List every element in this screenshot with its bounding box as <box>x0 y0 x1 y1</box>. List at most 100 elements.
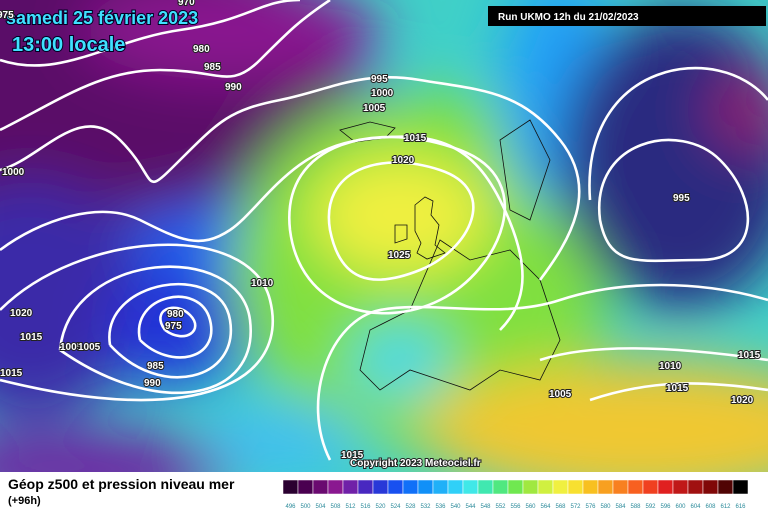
isobar-label: 1005 <box>78 342 101 353</box>
isobar-label: 980 <box>167 309 184 320</box>
legend-swatch <box>387 479 404 495</box>
legend-label: 536 <box>435 504 446 510</box>
legend-swatch <box>552 479 569 495</box>
isobar-label: 1015 <box>341 450 364 461</box>
copyright: Copyright 2023 Meteociel.fr <box>350 458 481 469</box>
legend-swatch <box>342 479 359 495</box>
footer-title: Géop z500 et pression niveau mer <box>8 476 235 492</box>
legend-label: 548 <box>480 504 491 510</box>
isobar-label: 1010 <box>251 278 274 289</box>
legend-swatch <box>327 479 344 495</box>
legend-swatch <box>657 479 674 495</box>
legend-swatch <box>402 479 419 495</box>
legend-swatch <box>357 479 374 495</box>
isobar-label: 1020 <box>392 155 415 166</box>
legend-swatch <box>522 479 539 495</box>
isobar-label: 1000 <box>2 167 25 178</box>
legend-swatch <box>627 479 644 495</box>
run-label: Run UKMO 12h du 21/02/2023 <box>498 12 639 23</box>
legend-label: 496 <box>285 504 296 510</box>
footer-lead: (+96h) <box>8 495 41 507</box>
legend-swatch <box>597 479 614 495</box>
legend-swatch <box>582 479 599 495</box>
legend-label: 552 <box>495 504 506 510</box>
legend-swatch <box>717 479 734 495</box>
legend-label: 584 <box>615 504 626 510</box>
legend-swatch <box>612 479 629 495</box>
isobar-label: 980 <box>193 44 210 55</box>
isobar-label: 990 <box>225 82 242 93</box>
legend-label: 572 <box>570 504 581 510</box>
legend-swatch <box>642 479 659 495</box>
isobar-label: 1010 <box>659 361 682 372</box>
legend-swatch <box>282 479 299 495</box>
legend-label: 612 <box>720 504 731 510</box>
legend-label: 532 <box>420 504 431 510</box>
legend-label: 556 <box>510 504 521 510</box>
legend-label: 604 <box>690 504 701 510</box>
legend-swatch <box>702 479 719 495</box>
legend-swatch <box>537 479 554 495</box>
isobar-label: 1005 <box>549 389 572 400</box>
isobar-label: 985 <box>204 62 221 73</box>
isobar-label: 1015 <box>20 332 43 343</box>
legend-label: 540 <box>450 504 461 510</box>
legend-label: 524 <box>390 504 401 510</box>
isobar-label: 1015 <box>666 383 689 394</box>
isobar-label: 1005 <box>363 103 386 114</box>
isobar-label: 970 <box>178 0 195 8</box>
isobars <box>0 0 768 461</box>
isobar-label: 1025 <box>388 250 411 261</box>
isobar-label: 1005 <box>60 342 83 353</box>
date-label: samedi 25 février 2023 <box>6 8 198 28</box>
legend-label: 512 <box>345 504 356 510</box>
legend-swatch <box>672 479 689 495</box>
isobar-label: 975 <box>0 10 14 21</box>
legend-swatch <box>432 479 449 495</box>
legend-swatch <box>732 479 749 495</box>
run-box <box>488 6 766 26</box>
legend-label: 588 <box>630 504 641 510</box>
legend-label: 528 <box>405 504 416 510</box>
legend-label: 608 <box>705 504 716 510</box>
legend-label: 504 <box>315 504 326 510</box>
time-label: 13:00 locale <box>12 34 125 56</box>
legend-label: 580 <box>600 504 611 510</box>
isobar-label: 1015 <box>738 350 761 361</box>
isobar-label: 1015 <box>0 368 23 379</box>
legend-swatch <box>492 479 509 495</box>
legend-swatch <box>417 479 434 495</box>
legend-swatch <box>297 479 314 495</box>
isobar-label: 1015 <box>404 133 427 144</box>
legend-swatch <box>477 479 494 495</box>
legend-swatch <box>372 479 389 495</box>
legend-label: 500 <box>300 504 311 510</box>
legend-label: 592 <box>645 504 656 510</box>
legend-label: 568 <box>555 504 566 510</box>
legend-swatch <box>687 479 704 495</box>
isobar-label: 1000 <box>371 88 394 99</box>
isobar-label: 985 <box>147 361 164 372</box>
isobar-label: 995 <box>371 74 388 85</box>
legend-label: 560 <box>525 504 536 510</box>
legend-label: 616 <box>735 504 746 510</box>
legend-label: 576 <box>585 504 596 510</box>
legend-swatch <box>462 479 479 495</box>
legend-label: 508 <box>330 504 341 510</box>
legend-label: 516 <box>360 504 371 510</box>
isobar-label: 1020 <box>10 308 33 319</box>
legend-label: 520 <box>375 504 386 510</box>
isobar-label: 975 <box>165 321 182 332</box>
legend-swatch <box>567 479 584 495</box>
legend-label: 564 <box>540 504 551 510</box>
isobar-label: 1020 <box>731 395 754 406</box>
isobar-label: 995 <box>673 193 690 204</box>
isobar-label: 990 <box>144 378 161 389</box>
legend-swatch <box>507 479 524 495</box>
legend-label: 600 <box>675 504 686 510</box>
legend-swatch <box>312 479 329 495</box>
legend-label: 596 <box>660 504 671 510</box>
legend-swatch <box>447 479 464 495</box>
